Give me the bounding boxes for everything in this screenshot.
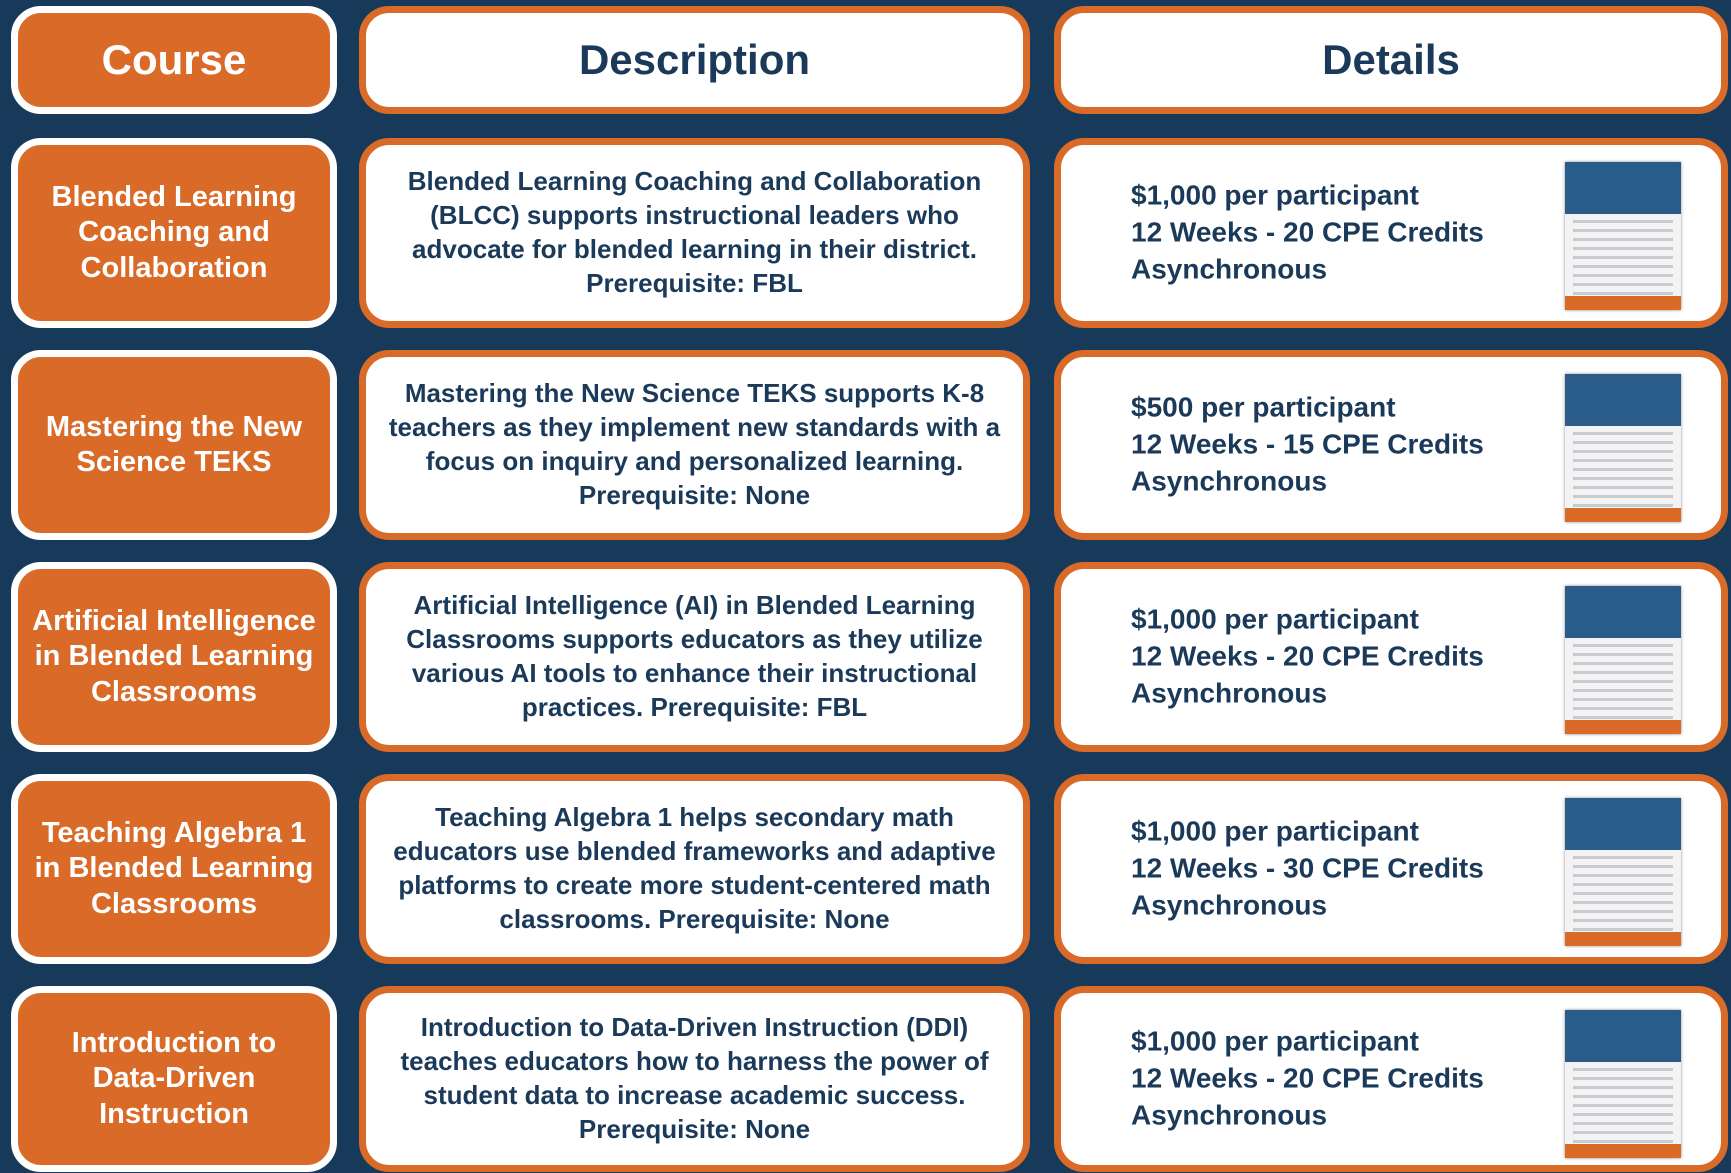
details-line: $500 per participant: [1131, 391, 1396, 423]
thumb-line: [1573, 432, 1673, 435]
details-line: 12 Weeks - 20 CPE Credits: [1131, 640, 1484, 672]
details-line: Asynchronous: [1131, 889, 1328, 921]
thumb-header: [1565, 586, 1681, 638]
thumb-line: [1573, 441, 1673, 444]
thumb-line: [1573, 220, 1673, 223]
thumb-line: [1573, 486, 1673, 489]
thumb-line: [1573, 928, 1673, 931]
details-line: Asynchronous: [1131, 677, 1328, 709]
thumb-line: [1573, 459, 1673, 462]
details-cell: $1,000 per participant 12 Weeks - 20 CPE …: [1054, 986, 1728, 1172]
thumb-line: [1573, 238, 1673, 241]
thumb-line: [1573, 1122, 1673, 1125]
thumb-line: [1573, 919, 1673, 922]
description-cell: Teaching Algebra 1 helps secondary math …: [359, 774, 1030, 964]
details-text: $1,000 per participant 12 Weeks - 30 CPE …: [1131, 814, 1484, 925]
thumb-line: [1573, 256, 1673, 259]
thumb-footer: [1565, 296, 1681, 310]
course-cell: Blended Learning Coaching and Collaborat…: [11, 138, 337, 328]
thumb-footer: [1565, 1144, 1681, 1158]
thumb-line: [1573, 274, 1673, 277]
flyer-thumbnail: [1565, 374, 1681, 522]
details-cell: $1,000 per participant 12 Weeks - 30 CPE …: [1054, 774, 1728, 964]
thumb-line: [1573, 910, 1673, 913]
description-header: Description: [359, 6, 1030, 114]
details-line: 12 Weeks - 20 CPE Credits: [1131, 216, 1484, 248]
details-cell: $500 per participant 12 Weeks - 15 CPE Cr…: [1054, 350, 1728, 540]
description-cell: Blended Learning Coaching and Collaborat…: [359, 138, 1030, 328]
thumb-line: [1573, 671, 1673, 674]
thumb-line: [1573, 689, 1673, 692]
description-cell: Artificial Intelligence (AI) in Blended …: [359, 562, 1030, 752]
flyer-thumbnail: [1565, 586, 1681, 734]
thumb-footer: [1565, 720, 1681, 734]
thumb-line: [1573, 716, 1673, 719]
thumb-header: [1565, 1010, 1681, 1062]
details-line: 12 Weeks - 15 CPE Credits: [1131, 428, 1484, 460]
thumb-line: [1573, 1095, 1673, 1098]
course-header: Course: [11, 6, 337, 114]
thumb-line: [1573, 1104, 1673, 1107]
details-line: 12 Weeks - 20 CPE Credits: [1131, 1062, 1484, 1094]
thumb-line: [1573, 229, 1673, 232]
thumb-line: [1573, 1113, 1673, 1116]
thumb-line: [1573, 653, 1673, 656]
course-cell: Mastering the New Science TEKS: [11, 350, 337, 540]
flyer-thumbnail: [1565, 798, 1681, 946]
thumb-line: [1573, 265, 1673, 268]
description-cell: Introduction to Data-Driven Instruction …: [359, 986, 1030, 1172]
details-cell: $1,000 per participant 12 Weeks - 20 CPE …: [1054, 138, 1728, 328]
course-cell: Artificial Intelligence in Blended Learn…: [11, 562, 337, 752]
details-text: $1,000 per participant 12 Weeks - 20 CPE …: [1131, 1024, 1484, 1135]
thumb-line: [1573, 874, 1673, 877]
thumb-line: [1573, 283, 1673, 286]
thumb-line: [1573, 1086, 1673, 1089]
thumb-footer: [1565, 508, 1681, 522]
course-cell: Teaching Algebra 1 in Blended Learning C…: [11, 774, 337, 964]
details-line: $1,000 per participant: [1131, 179, 1419, 211]
details-line: Asynchronous: [1131, 465, 1328, 497]
thumb-line: [1573, 247, 1673, 250]
thumb-line: [1573, 644, 1673, 647]
thumb-line: [1573, 1140, 1673, 1143]
thumb-line: [1573, 1077, 1673, 1080]
details-text: $1,000 per participant 12 Weeks - 20 CPE …: [1131, 602, 1484, 713]
thumb-header: [1565, 798, 1681, 850]
thumb-line: [1573, 856, 1673, 859]
course-cell: Introduction to Data-Driven Instruction: [11, 986, 337, 1172]
thumb-line: [1573, 292, 1673, 295]
details-line: $1,000 per participant: [1131, 603, 1419, 635]
description-cell: Mastering the New Science TEKS supports …: [359, 350, 1030, 540]
details-line: 12 Weeks - 30 CPE Credits: [1131, 852, 1484, 884]
thumb-line: [1573, 698, 1673, 701]
thumb-line: [1573, 883, 1673, 886]
details-line: Asynchronous: [1131, 253, 1328, 285]
flyer-thumbnail: [1565, 162, 1681, 310]
thumb-line: [1573, 495, 1673, 498]
thumb-line: [1573, 504, 1673, 507]
thumb-line: [1573, 865, 1673, 868]
flyer-thumbnail: [1565, 1010, 1681, 1158]
details-text: $500 per participant 12 Weeks - 15 CPE Cr…: [1131, 390, 1484, 501]
thumb-line: [1573, 477, 1673, 480]
thumb-header: [1565, 162, 1681, 214]
thumb-line: [1573, 707, 1673, 710]
thumb-line: [1573, 892, 1673, 895]
details-text: $1,000 per participant 12 Weeks - 20 CPE …: [1131, 178, 1484, 289]
thumb-line: [1573, 662, 1673, 665]
thumb-header: [1565, 374, 1681, 426]
thumb-footer: [1565, 932, 1681, 946]
details-header: Details: [1054, 6, 1728, 114]
thumb-line: [1573, 450, 1673, 453]
details-cell: $1,000 per participant 12 Weeks - 20 CPE …: [1054, 562, 1728, 752]
thumb-line: [1573, 468, 1673, 471]
thumb-line: [1573, 680, 1673, 683]
details-line: Asynchronous: [1131, 1099, 1328, 1131]
details-line: $1,000 per participant: [1131, 815, 1419, 847]
thumb-line: [1573, 1131, 1673, 1134]
thumb-line: [1573, 901, 1673, 904]
thumb-line: [1573, 1068, 1673, 1071]
details-line: $1,000 per participant: [1131, 1025, 1419, 1057]
